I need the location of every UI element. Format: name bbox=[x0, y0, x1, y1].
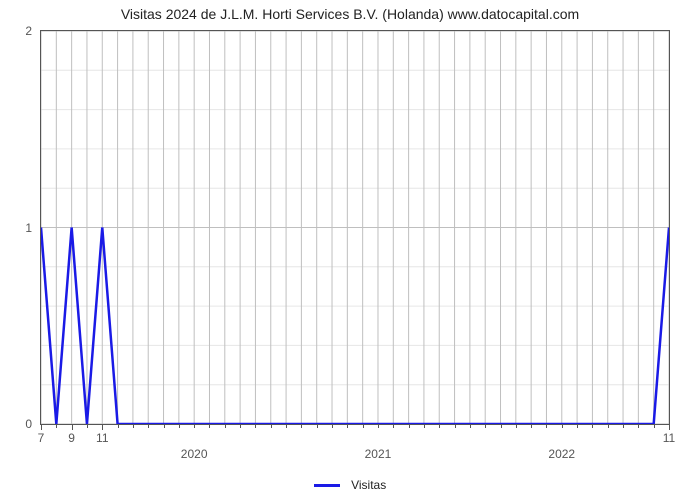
x-tick bbox=[363, 425, 364, 428]
x-tick bbox=[118, 425, 119, 428]
x-tick bbox=[485, 425, 486, 428]
x-tick bbox=[439, 425, 440, 428]
y-tick-label: 1 bbox=[0, 221, 32, 235]
x-tick bbox=[194, 425, 195, 428]
x-tick bbox=[546, 425, 547, 428]
x-tick bbox=[317, 425, 318, 428]
x-tick bbox=[255, 425, 256, 428]
x-tick bbox=[347, 425, 348, 428]
chart-container: { "chart": { "type": "line", "title": "V… bbox=[0, 0, 700, 500]
x-tick bbox=[531, 425, 532, 428]
x-tick bbox=[133, 425, 134, 428]
x-tick bbox=[654, 425, 655, 428]
x-year-label: 2020 bbox=[181, 447, 208, 461]
x-tick bbox=[332, 425, 333, 428]
x-tick bbox=[608, 425, 609, 428]
x-tick bbox=[638, 425, 639, 428]
x-tick bbox=[209, 425, 210, 428]
x-tick bbox=[87, 425, 88, 428]
x-tick-label: 9 bbox=[68, 431, 75, 445]
x-tick bbox=[240, 425, 241, 428]
chart-title: Visitas 2024 de J.L.M. Horti Services B.… bbox=[0, 6, 700, 22]
y-tick-label: 2 bbox=[0, 24, 32, 38]
x-year-label: 2022 bbox=[548, 447, 575, 461]
x-tick bbox=[164, 425, 165, 428]
x-tick bbox=[577, 425, 578, 428]
x-tick-label: 11 bbox=[663, 431, 675, 445]
x-tick bbox=[56, 425, 57, 428]
x-tick bbox=[102, 425, 103, 430]
x-tick bbox=[516, 425, 517, 428]
x-tick bbox=[301, 425, 302, 428]
x-tick bbox=[393, 425, 394, 428]
plot-area bbox=[40, 30, 670, 425]
x-tick bbox=[501, 425, 502, 428]
x-tick bbox=[409, 425, 410, 428]
y-tick-label: 0 bbox=[0, 417, 32, 431]
legend-label: Visitas bbox=[351, 478, 386, 492]
x-tick-label: 7 bbox=[38, 431, 45, 445]
x-tick bbox=[286, 425, 287, 428]
x-tick bbox=[148, 425, 149, 428]
x-tick bbox=[623, 425, 624, 428]
x-tick bbox=[455, 425, 456, 428]
legend: Visitas bbox=[0, 478, 700, 492]
x-tick bbox=[41, 425, 42, 430]
x-tick bbox=[179, 425, 180, 428]
x-tick bbox=[378, 425, 379, 428]
x-tick bbox=[562, 425, 563, 428]
x-tick bbox=[271, 425, 272, 428]
x-tick bbox=[225, 425, 226, 428]
x-tick-label: 11 bbox=[96, 431, 108, 445]
x-tick bbox=[470, 425, 471, 428]
x-tick bbox=[592, 425, 593, 428]
x-tick bbox=[669, 425, 670, 430]
x-tick bbox=[72, 425, 73, 430]
x-year-label: 2021 bbox=[365, 447, 392, 461]
legend-swatch bbox=[314, 484, 340, 487]
x-tick bbox=[424, 425, 425, 428]
plot-svg bbox=[41, 31, 669, 424]
